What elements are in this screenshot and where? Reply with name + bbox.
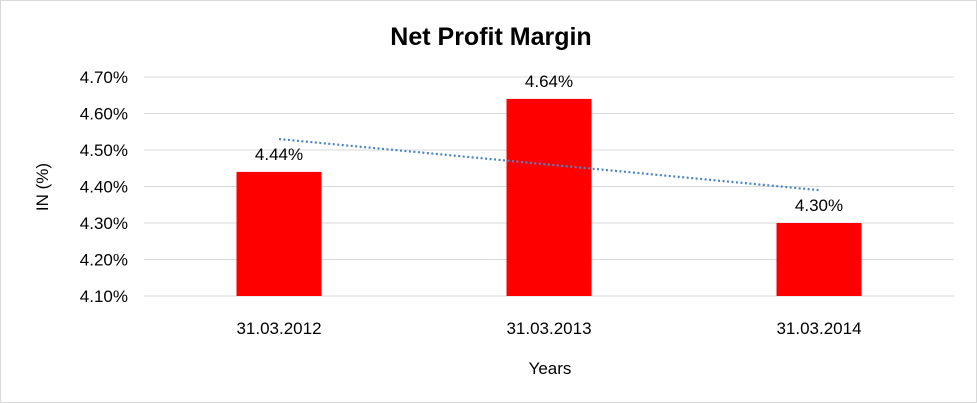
x-tick-label: 31.03.2012 xyxy=(236,319,321,338)
trendline-group xyxy=(278,137,820,192)
data-label: 4.30% xyxy=(795,196,843,215)
y-tick-label: 4.40% xyxy=(80,178,128,197)
data-label: 4.64% xyxy=(525,72,573,91)
data-label: 4.44% xyxy=(255,145,303,164)
x-axis-title: Years xyxy=(529,359,572,378)
bar xyxy=(236,171,322,296)
data-labels: 4.44% 4.64% 4.30% xyxy=(255,72,843,215)
y-tick-label: 4.10% xyxy=(80,287,128,306)
y-tick-label: 4.30% xyxy=(80,214,128,233)
bar xyxy=(506,98,592,297)
y-tick-label: 4.70% xyxy=(80,68,128,87)
x-axis-tick-labels: 31.03.2012 31.03.2013 31.03.2014 xyxy=(236,319,861,338)
chart-title: Net Profit Margin xyxy=(390,23,591,51)
bar xyxy=(776,223,862,296)
y-tick-label: 4.50% xyxy=(80,141,128,160)
y-tick-label: 4.20% xyxy=(80,251,128,270)
y-axis-tick-labels: 4.10% 4.20% 4.30% 4.40% 4.50% 4.60% 4.70% xyxy=(80,68,128,306)
x-tick-label: 31.03.2014 xyxy=(776,319,861,338)
bars xyxy=(236,98,862,297)
x-tick-label: 31.03.2013 xyxy=(506,319,591,338)
y-axis-title: IN (%) xyxy=(33,163,52,211)
y-tick-label: 4.60% xyxy=(80,105,128,124)
trendline xyxy=(278,137,820,192)
